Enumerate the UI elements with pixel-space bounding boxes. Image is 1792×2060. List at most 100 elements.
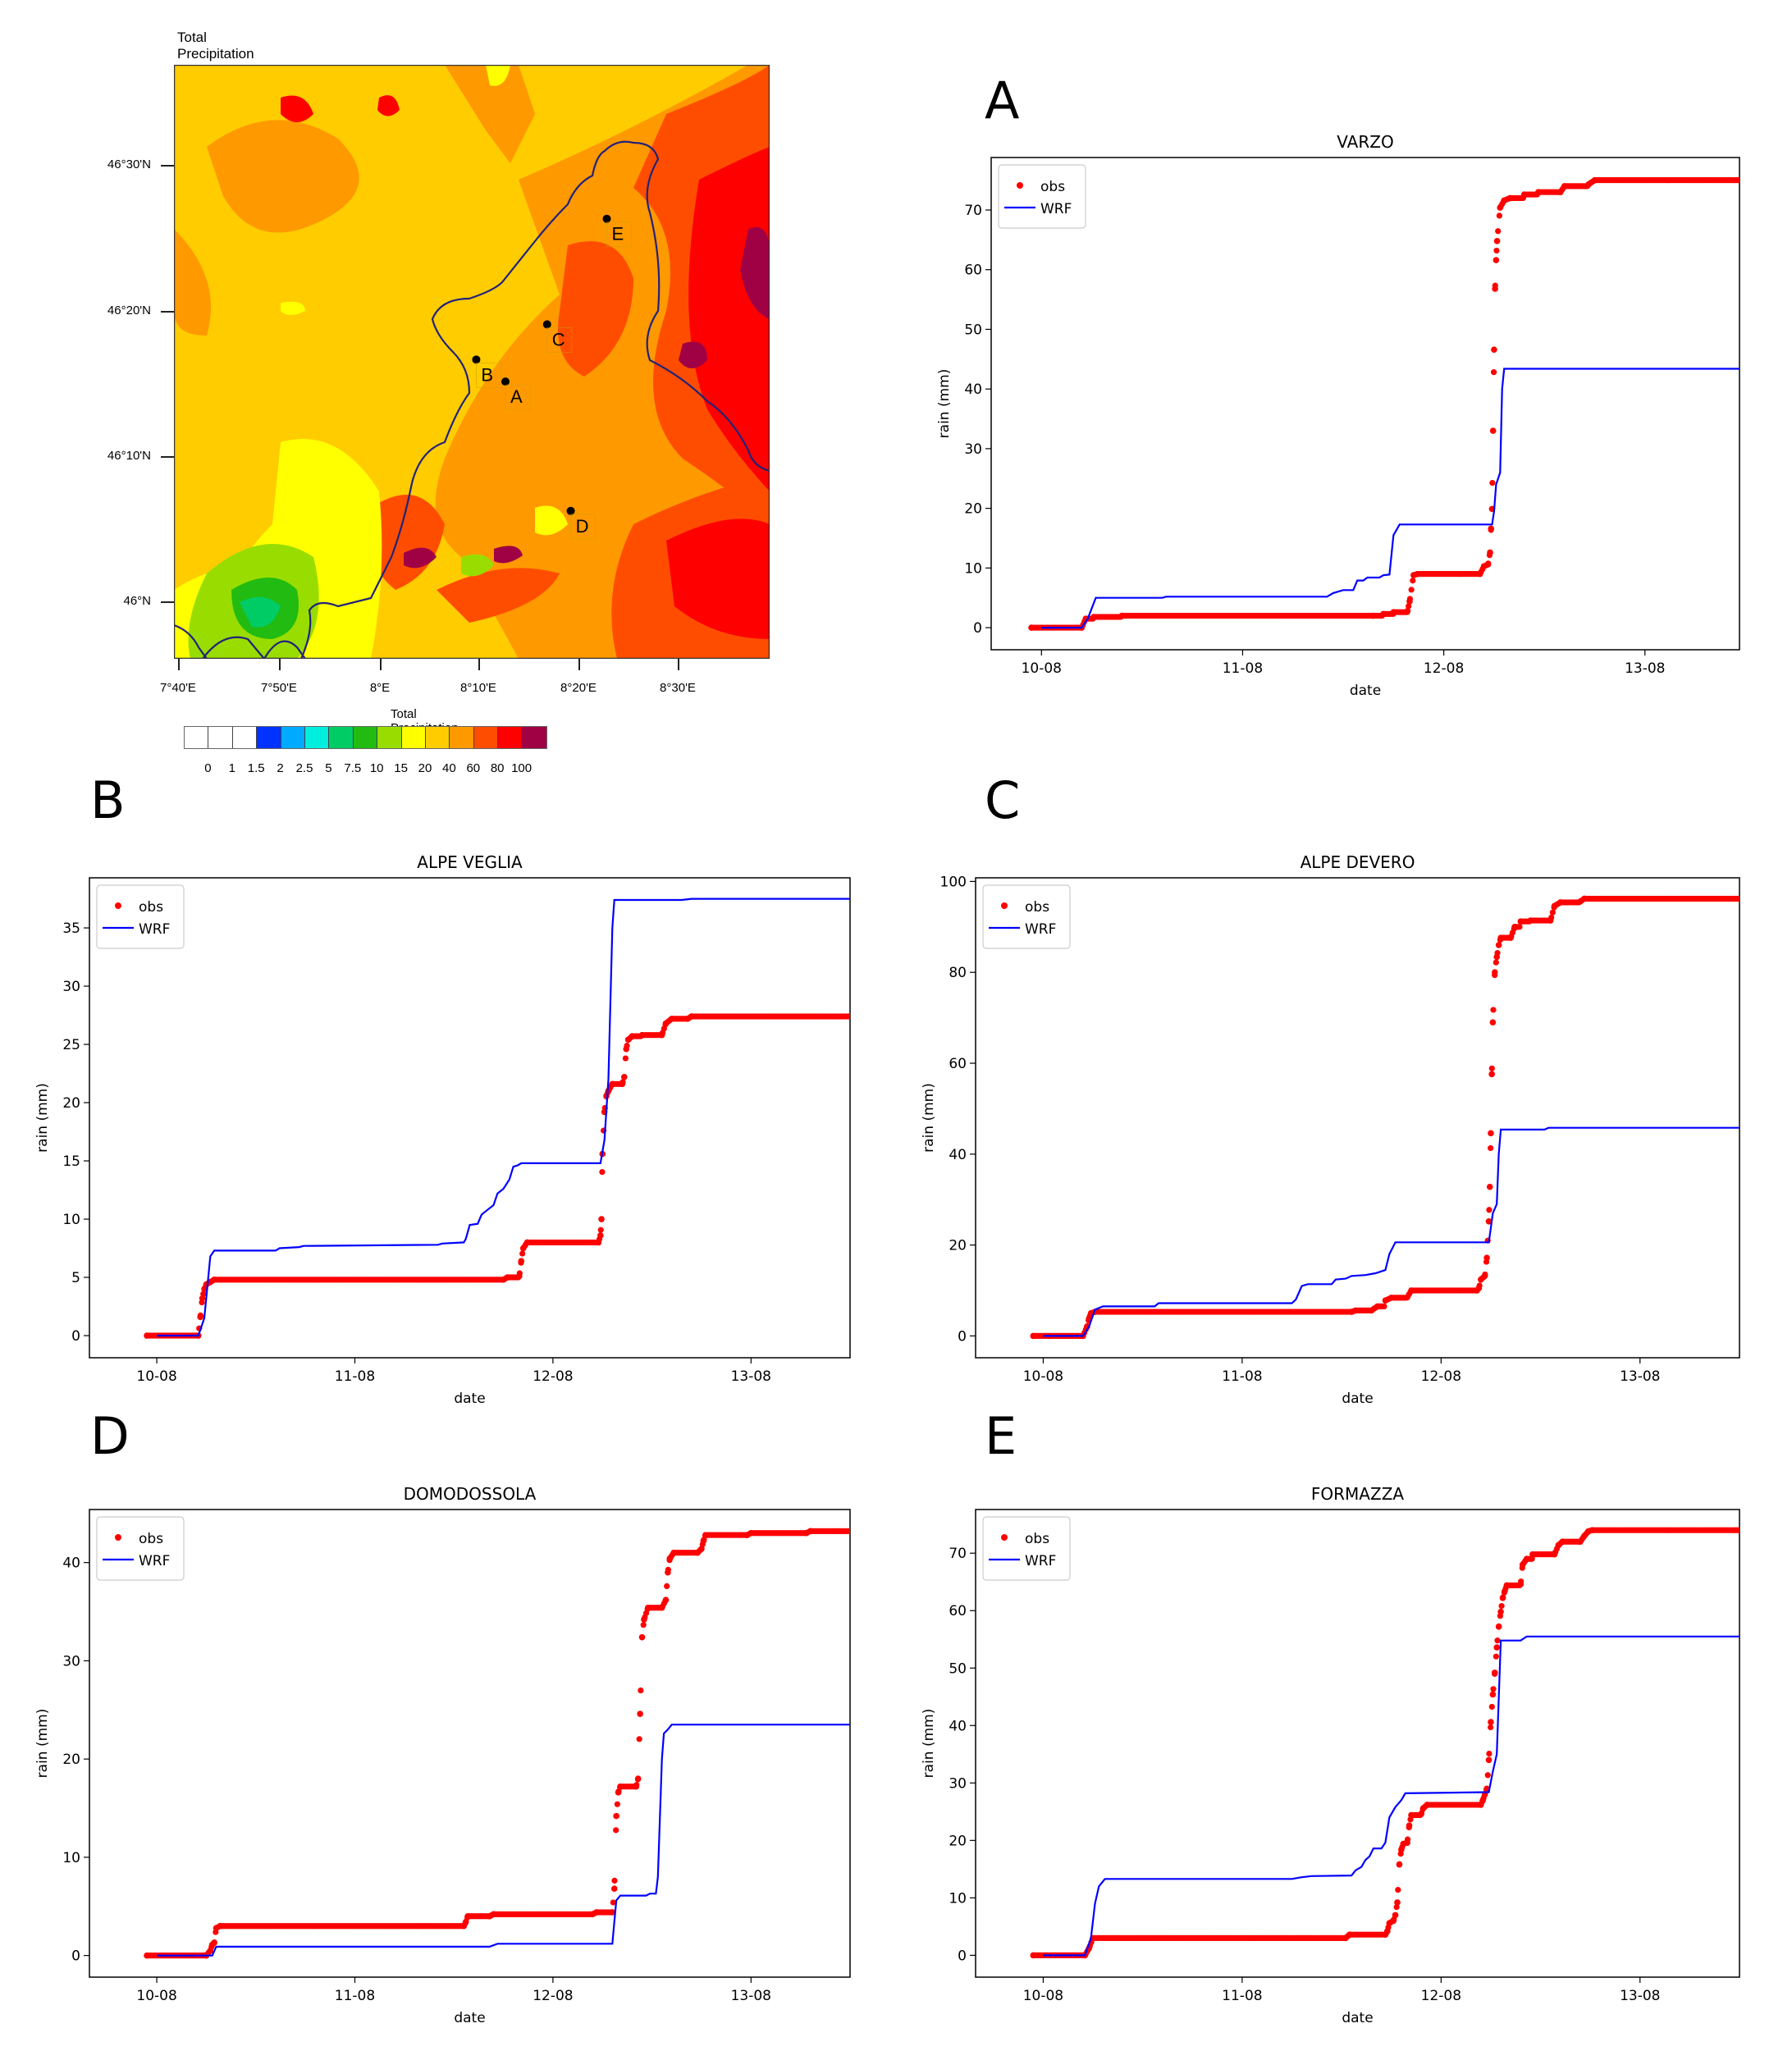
obs-point: [666, 1555, 674, 1562]
obs-point: [633, 1783, 640, 1790]
y-tick-label: 60: [949, 1603, 967, 1619]
precip-contour: [437, 568, 560, 623]
obs-point: [610, 1885, 618, 1893]
legend-obs-label: obs: [1025, 1531, 1049, 1547]
y-tick-label: 30: [964, 441, 982, 458]
colorbar-cell: [473, 727, 499, 748]
precip-contour: [535, 505, 568, 536]
x-tick-label: 13-08: [731, 1988, 771, 2004]
station-b: B: [472, 355, 501, 388]
obs-point: [516, 1272, 523, 1280]
precip-contour: [486, 65, 510, 86]
obs-point: [637, 1711, 643, 1717]
y-tick-label: 70: [949, 1546, 967, 1562]
obs-point: [1520, 191, 1528, 198]
y-tick-label: 60: [949, 1056, 967, 1072]
station-label: C: [552, 329, 565, 349]
series-wrf: [157, 1724, 850, 1957]
obs-point: [1497, 934, 1504, 941]
colorbar-cell: [185, 727, 209, 748]
chart-alpe-veglia: ALPE VEGLIA 0 5 10 15 20 25 30 35 10-08 11-08 12-08…: [34, 852, 851, 1407]
obs-point: [1030, 1952, 1037, 1959]
colorbar-cell: [281, 727, 305, 748]
precip-contour: [558, 241, 633, 377]
y-tick-label: 0: [71, 1328, 80, 1345]
y-tick-label: 5: [71, 1270, 80, 1286]
y-tick-label: 10: [949, 1890, 967, 1907]
obs-point: [638, 1031, 646, 1039]
chart-panel-c: C ALPE DEVERO 0 20 40 60 80 100 10-08 11-08 12-08…: [921, 771, 1792, 1411]
y-tick-label: 40: [949, 1718, 967, 1734]
obs-point: [1517, 1581, 1525, 1587]
y-tick-label: 0: [958, 1948, 967, 1964]
x-axis-label: date: [1342, 1391, 1373, 1407]
obs-point: [1396, 1861, 1403, 1868]
station-marker: [472, 355, 481, 364]
lon-label: 8°10'E: [460, 681, 496, 695]
obs-point: [1393, 1903, 1400, 1911]
station-marker: [542, 320, 551, 329]
x-tick-label: 10-08: [136, 1368, 176, 1385]
obs-point: [668, 1016, 675, 1022]
x-axis-label: date: [1350, 683, 1381, 699]
legend-obs-label: obs: [1040, 179, 1065, 195]
obs-point: [1489, 480, 1496, 486]
plot-area: [990, 157, 1740, 651]
y-tick-label: 0: [71, 1948, 80, 1965]
legend-box: [96, 884, 185, 949]
obs-point: [1488, 1144, 1494, 1152]
obs-point: [665, 1569, 671, 1576]
chart-panel-d: D DOMODOSSOLA 0 10 20 30 40 10-08 11-08 12-08 13-…: [34, 1411, 870, 2060]
obs-point: [1398, 1846, 1405, 1853]
obs-point: [1486, 1751, 1493, 1757]
series-obs: [1030, 1527, 1739, 1959]
y-tick-label: 40: [62, 1555, 80, 1572]
chart-title: DOMODOSSOLA: [404, 1484, 537, 1504]
y-tick-label: 80: [949, 965, 967, 981]
obs-point: [207, 1947, 214, 1954]
obs-point: [490, 1911, 497, 1918]
obs-point: [1408, 587, 1415, 593]
wrf-line: [1041, 368, 1739, 629]
colorbar-label: 2: [277, 761, 284, 775]
station-label-box: [476, 362, 501, 388]
obs-point: [201, 1286, 208, 1293]
obs-point: [1559, 1538, 1566, 1546]
wrf-line: [157, 898, 850, 1337]
y-tick-label: 25: [62, 1037, 80, 1053]
precip-contour: [377, 95, 400, 116]
obs-point: [519, 1250, 526, 1257]
lon-label: 7°50'E: [261, 681, 297, 695]
obs-point: [1028, 624, 1035, 631]
obs-point: [1495, 942, 1502, 948]
legend-obs-label: obs: [139, 1531, 163, 1547]
obs-point: [504, 1274, 511, 1281]
legend-wrf-label: WRF: [1040, 201, 1072, 217]
obs-point: [1493, 247, 1500, 254]
obs-point: [1493, 238, 1501, 244]
precip-contour: [445, 65, 535, 163]
obs-point: [519, 1245, 527, 1252]
colorbar-cell: [232, 727, 258, 748]
obs-point: [1491, 969, 1498, 976]
obs-point: [847, 1528, 850, 1535]
legend-wrf-label: WRF: [1025, 1553, 1056, 1569]
lat-tick: [161, 601, 174, 603]
colorbar-cell: [522, 727, 546, 748]
precip-contour: [461, 554, 494, 577]
lon-tick: [279, 659, 281, 670]
obs-point: [518, 1258, 525, 1264]
obs-point: [1485, 1218, 1493, 1225]
obs-point: [1488, 1724, 1494, 1731]
legend-wrf-label: WRF: [139, 921, 170, 938]
obs-point: [1519, 1561, 1526, 1569]
precip-contour: [666, 518, 770, 639]
obs-point: [1404, 1294, 1410, 1301]
obs-point: [664, 1583, 670, 1590]
obs-point: [1346, 1931, 1353, 1938]
obs-point: [1494, 1637, 1501, 1644]
obs-point: [747, 1529, 755, 1537]
panel-letter-a: A: [985, 71, 1020, 130]
x-tick-label: 13-08: [731, 1368, 771, 1385]
station-label: A: [510, 386, 523, 407]
